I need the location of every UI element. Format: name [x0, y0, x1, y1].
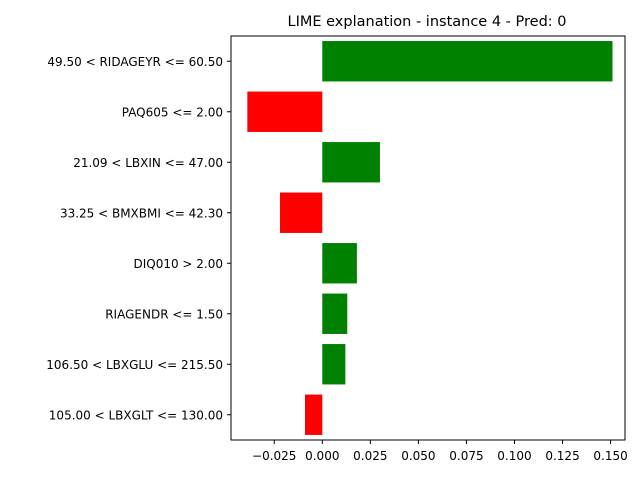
bar-6	[322, 344, 346, 385]
x-tick-label: 0.125	[545, 449, 579, 463]
bar-4	[322, 243, 357, 284]
bar-3	[280, 192, 323, 233]
x-tick-label: 0.100	[497, 449, 531, 463]
x-tick-label: 0.050	[401, 449, 435, 463]
bar-7	[304, 394, 323, 435]
x-tick-label: 0.025	[353, 449, 387, 463]
x-tick-label: 0.000	[305, 449, 339, 463]
y-tick-label: DIQ010 > 2.00	[133, 257, 223, 271]
bars-group	[247, 41, 613, 435]
bar-5	[322, 293, 348, 334]
y-tick-label: 49.50 < RIDAGEYR <= 60.50	[47, 55, 223, 69]
y-tick-label: 33.25 < BMXBMI <= 42.30	[60, 206, 223, 220]
y-tick-label: PAQ605 <= 2.00	[122, 105, 223, 119]
plot-area-frame	[230, 35, 626, 441]
x-axis-ticks: −0.025 0.000 0.025 0.050 0.075 0.100 0.125 0.15…	[252, 440, 628, 463]
y-tick-label: 106.50 < LBXGLU <= 215.50	[46, 358, 223, 372]
y-tick-label: 105.00 < LBXGLT <= 130.00	[49, 408, 223, 422]
y-tick-label: 21.09 < LBXIN <= 47.00	[73, 156, 223, 170]
x-tick-label: 0.075	[449, 449, 483, 463]
chart-title: LIME explanation - instance 4 - Pred: 0	[288, 14, 567, 30]
y-axis-ticks: 49.50 < RIDAGEYR <= 60.50 PAQ605 <= 2.00 2…	[46, 55, 231, 422]
bar-0	[322, 41, 613, 82]
x-tick-label: −0.025	[252, 449, 296, 463]
x-tick-label: 0.150	[593, 449, 627, 463]
bar-1	[247, 91, 323, 132]
y-tick-label: RIAGENDR <= 1.50	[105, 307, 223, 321]
bar-2	[322, 142, 380, 183]
